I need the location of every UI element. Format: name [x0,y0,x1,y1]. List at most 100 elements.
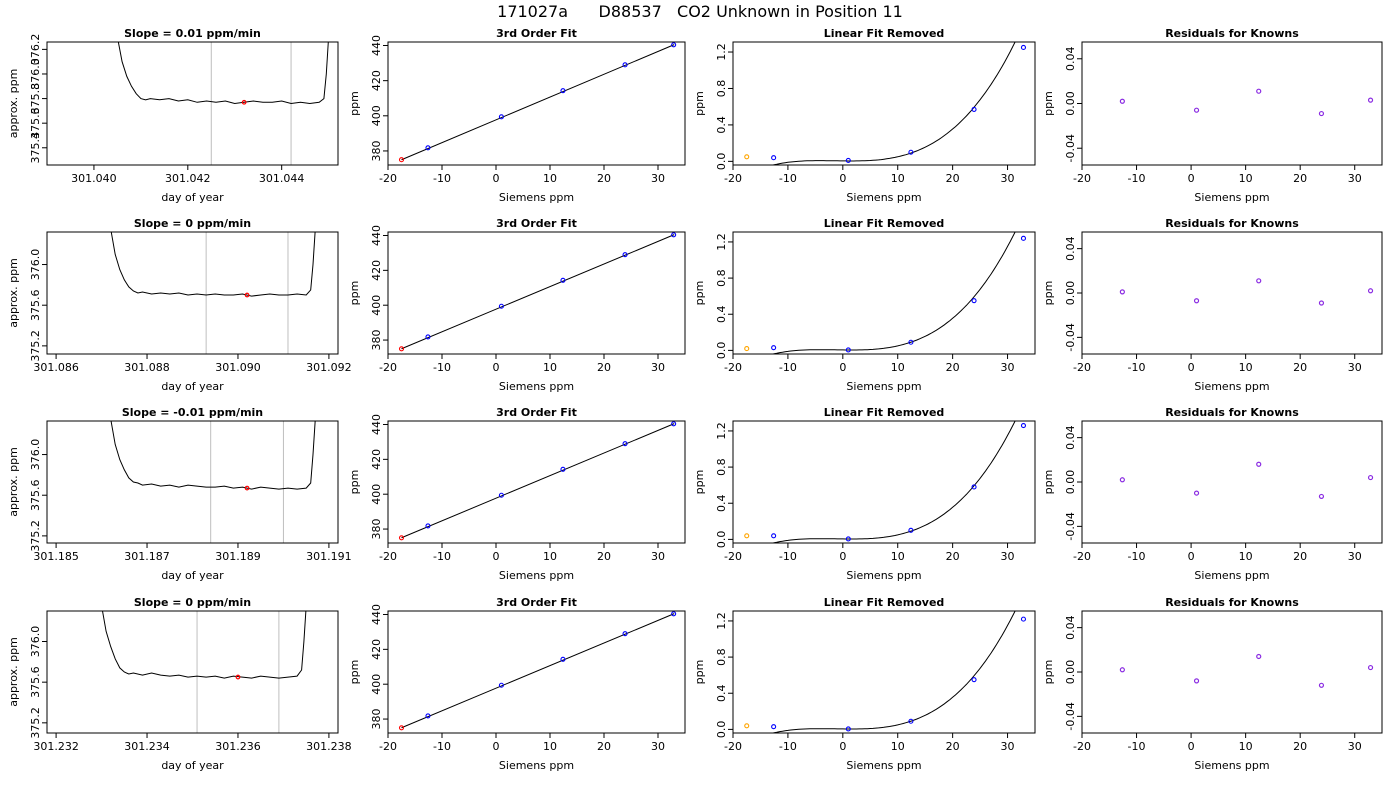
x-tick-label: 30 [1348,172,1362,185]
known-point [425,145,431,151]
known-point [1020,422,1027,429]
x-tick-label: 30 [1001,550,1015,563]
x-tick-label: 20 [597,740,611,753]
x-axis-label: day of year [161,569,224,582]
fit-line [401,423,675,539]
y-tick-label: 400 [370,105,383,126]
panel-r1-c2: 3rd Order Fit -20 -10 0 10 20 30 380 400 420 440 Si… [348,27,686,204]
x-tick-label: 301.090 [215,361,261,374]
known-point [908,339,914,345]
y-tick-label: 400 [370,674,383,695]
x-tick-label: -10 [1128,361,1146,374]
known-point [622,252,628,258]
y-tick-label: 440 [370,414,383,435]
known-point [560,656,566,662]
x-axis-label: Siemens ppm [846,759,921,772]
y-axis-label: ppm [693,470,706,495]
x-tick-label: 301.236 [215,740,261,753]
x-tick-label: 10 [543,361,557,374]
x-tick-label: 20 [1293,172,1307,185]
y-tick-label: 375.8 [29,83,42,115]
fit-line [401,613,675,729]
panel-data [398,611,677,731]
y-tick-label: 0.00 [1064,660,1077,685]
x-tick-label: -10 [1128,740,1146,753]
y-tick-label: 376.2 [29,34,42,66]
known-point [560,88,566,94]
x-axis-label: day of year [161,380,224,393]
y-tick-label: 400 [370,484,383,505]
plot-frame [387,420,686,544]
x-tick-label: 301.232 [33,740,79,753]
panel-r2-c4: Residuals for Knowns -20 -10 0 10 20 30 -0.04 0.… [1042,217,1383,393]
nonlinear-curve [770,421,1016,543]
panel-r4-c1: Slope = 0 ppm/min 301.232 301.234 301.236 30… [7,596,352,772]
plot-frame [46,231,339,355]
panel-title: 3rd Order Fit [496,217,577,230]
y-tick-label: 376.0 [29,626,42,658]
x-tick-label: 30 [1348,361,1362,374]
known-point [908,527,914,533]
panel-data [1119,88,1374,117]
panel-r4-c4: Residuals for Knowns -20 -10 0 10 20 30 -0.04 0.… [1042,596,1383,772]
x-tick-label: 30 [1001,361,1015,374]
plot-frame [732,41,1036,166]
x-axis-label: Siemens ppm [1194,191,1269,204]
x-axis-label: Siemens ppm [1194,569,1269,582]
x-tick-label: -20 [1073,550,1091,563]
panel-data [1119,653,1374,688]
x-tick-label: -10 [1128,550,1146,563]
y-tick-label: 1.2 [715,233,728,251]
plot-frame [46,610,339,734]
y-axis-label: ppm [693,91,706,116]
known-point [671,421,677,427]
x-tick-label: 30 [1348,740,1362,753]
figure-title-label: CO2 Unknown in Position 11 [677,2,903,21]
known-point [498,114,504,120]
y-axis-label: ppm [348,91,361,116]
x-tick-label: 10 [1239,740,1253,753]
x-tick-label: 20 [1293,550,1307,563]
panel-title: Linear Fit Removed [824,406,945,419]
y-tick-label: 0.8 [715,269,728,287]
x-tick-label: 0 [493,361,500,374]
panel-r1-c4: Residuals for Knowns -20 -10 0 10 20 30 -0.04 0.… [1042,27,1383,204]
panel-data [1119,278,1374,306]
y-tick-label: 376.0 [29,249,42,281]
y-tick-label: 375.2 [29,330,42,362]
x-tick-label: 0 [839,740,846,753]
residual-point [1119,477,1125,483]
panel-data [101,611,307,680]
x-tick-label: 301.191 [306,550,352,563]
y-tick-label: 376.0 [29,439,42,471]
plot-frame [387,610,686,734]
highlight-point [235,674,241,680]
known-point [622,441,628,447]
residual-point [1367,474,1374,481]
residual-point [1367,288,1374,294]
plot-frame [1081,610,1383,734]
fit-line [401,44,675,161]
panel-r2-c3: Linear Fit Removed -20 -10 0 10 20 30 0.0 0.4 0.8… [693,217,1036,393]
known-point [771,345,777,351]
x-tick-label: -10 [433,550,451,563]
y-tick-label: 440 [370,35,383,56]
residual-point [1318,300,1325,306]
panel-title: Linear Fit Removed [824,217,945,230]
panel-r1-c1: Slope = 0.01 ppm/min 301.040 301.042 301.04… [7,27,339,204]
trace-line [110,421,316,490]
panel-data [744,421,1027,543]
residual-point [1193,107,1200,113]
known-point [771,533,777,539]
residual-point [1193,298,1200,304]
y-axis-label: approx. ppm [7,637,20,707]
x-tick-label: 10 [1239,172,1253,185]
y-axis-label: ppm [348,281,361,306]
unknown-point [744,533,750,539]
y-tick-label: 375.6 [29,289,42,321]
residual-point [1193,678,1200,684]
residual-point [1256,278,1262,284]
panel-title: Slope = 0 ppm/min [134,596,251,609]
known-point [498,682,504,688]
